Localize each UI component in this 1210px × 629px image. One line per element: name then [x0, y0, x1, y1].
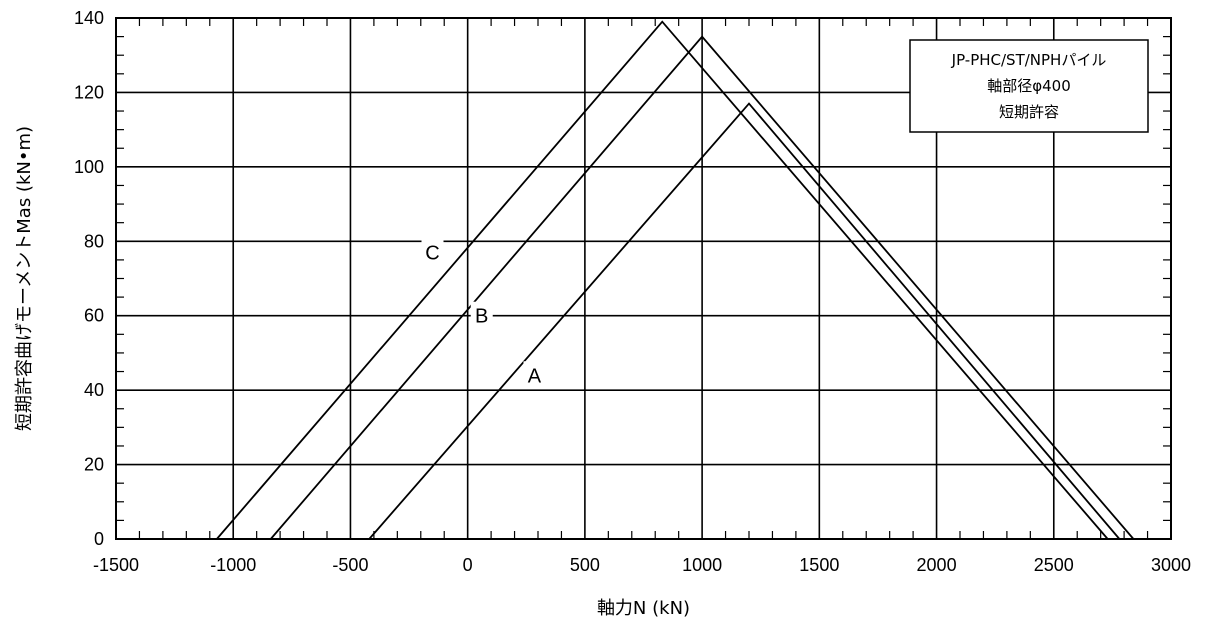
legend-line-product: JP-PHC/ST/NPHパイル — [951, 51, 1107, 69]
x-tick-label: 2500 — [1034, 555, 1074, 575]
series-label-a: A — [528, 365, 542, 387]
x-tick-label: 0 — [463, 555, 473, 575]
x-tick-label: 1000 — [682, 555, 722, 575]
legend-frame — [909, 39, 1149, 133]
plot-frame — [115, 17, 1172, 540]
series-label-bg — [470, 301, 493, 326]
x-tick-label: 500 — [570, 555, 600, 575]
y-tick-label: 60 — [84, 306, 104, 326]
x-tick-label: -500 — [332, 555, 368, 575]
x-tick-label: 1500 — [799, 555, 839, 575]
y-tick-labels: 0 20 40 60 80 100 120 140 — [74, 8, 104, 549]
y-tick-label: 80 — [84, 231, 104, 251]
y-tick-label: 120 — [74, 82, 104, 102]
legend-line-condition: 短期許容 — [999, 103, 1059, 121]
x-tick-label: -1000 — [210, 555, 256, 575]
series-label-bg — [523, 361, 546, 386]
legend-line-diameter: 軸部径φ400 — [987, 77, 1071, 95]
x-tick-label: -1500 — [93, 555, 139, 575]
y-tick-label: 140 — [74, 8, 104, 28]
series-lines — [216, 20, 1135, 540]
series-labels: A B C — [421, 238, 546, 387]
legend-box: JP-PHC/ST/NPHパイル 軸部径φ400 短期許容 — [909, 39, 1149, 133]
series-label-c: C — [425, 242, 439, 264]
series-label-b: B — [475, 306, 488, 328]
y-tick-label: 20 — [84, 455, 104, 475]
x-tick-labels: -1500 -1000 -500 0 500 1000 1500 2000 2500 3000 — [93, 555, 1191, 575]
minor-ticks — [116, 18, 1171, 539]
series-label-bg — [421, 238, 444, 263]
series-line-b — [270, 35, 1135, 540]
x-tick-label: 3000 — [1151, 555, 1191, 575]
y-tick-label: 40 — [84, 380, 104, 400]
x-axis-title: 軸力N (kN) — [597, 598, 690, 619]
series-line-a — [368, 102, 1121, 540]
series-line-c — [216, 20, 1109, 540]
y-axis-title: 短期許容曲げモーメントMas (kN•m) — [14, 126, 35, 431]
x-tick-label: 2000 — [917, 555, 957, 575]
y-tick-label: 0 — [94, 529, 104, 549]
y-tick-label: 100 — [74, 157, 104, 177]
